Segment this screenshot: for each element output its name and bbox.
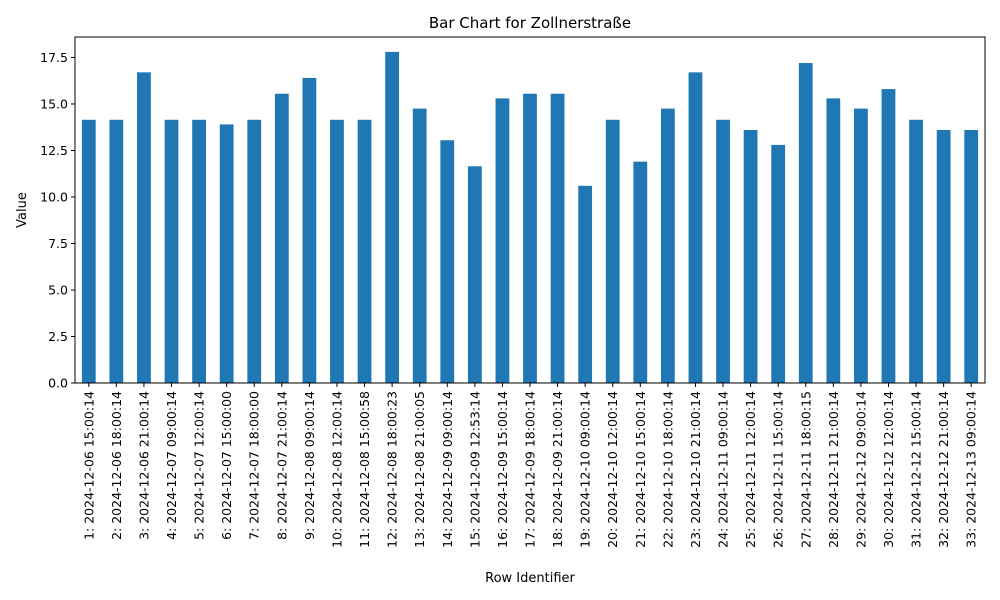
bar (771, 144, 786, 383)
x-tick-label: 22: 2024-12-10 18:00:14 (660, 391, 675, 548)
bar (137, 72, 151, 383)
x-tick-label: 32: 2024-12-12 21:00:14 (936, 391, 951, 548)
x-tick-label: 17: 2024-12-09 18:00:14 (523, 391, 538, 548)
x-tick-label: 10: 2024-12-08 12:00:14 (329, 391, 344, 548)
x-tick-label: 24: 2024-12-11 09:00:14 (716, 391, 731, 548)
bar (605, 119, 620, 383)
x-tick-label: 6: 2024-12-07 15:00:00 (219, 391, 234, 540)
x-tick-label: 26: 2024-12-11 15:00:14 (771, 391, 786, 548)
bar (385, 51, 400, 384)
bar (302, 77, 317, 383)
bar (192, 119, 206, 383)
x-tick-label: 20: 2024-12-10 12:00:14 (605, 391, 620, 548)
x-tick-label: 9: 2024-12-08 09:00:14 (302, 391, 317, 540)
bar (219, 124, 234, 383)
y-tick-label: 10.0 (40, 189, 68, 204)
bars (81, 51, 979, 384)
bar (854, 108, 868, 383)
plot-frame (74, 36, 986, 384)
bar (440, 140, 455, 383)
bar (357, 119, 372, 383)
x-tick-label: 30: 2024-12-12 12:00:14 (881, 391, 896, 548)
y-tick-label: 12.5 (40, 143, 68, 158)
x-tick-label: 11: 2024-12-08 15:00:58 (357, 391, 372, 548)
bar (936, 130, 951, 383)
bar (467, 166, 482, 383)
x-tick-label: 28: 2024-12-11 21:00:14 (826, 391, 841, 548)
bar (716, 119, 730, 383)
y-tick-label: 5.0 (48, 282, 68, 297)
y-tick-label: 2.5 (48, 329, 68, 344)
x-axis-ticks: 1: 2024-12-06 15:00:14 2: 2024-12-06 18:0… (81, 383, 979, 548)
x-tick-label: 15: 2024-12-09 12:53:14 (467, 391, 482, 548)
x-tick-label: 1: 2024-12-06 15:00:14 (81, 391, 96, 540)
x-tick-label: 14: 2024-12-09 09:00:14 (440, 391, 455, 548)
bar (743, 130, 758, 383)
bar (881, 89, 896, 383)
y-axis-ticks: 0.0 2.5 5.0 7.5 10.0 12.5 15.0 17.5 (40, 50, 75, 391)
x-tick-label: 3: 2024-12-06 21:00:14 (136, 391, 151, 540)
y-tick-label: 15.0 (40, 96, 68, 111)
y-tick-label: 0.0 (48, 376, 68, 391)
bar (81, 119, 96, 383)
bar (578, 185, 593, 383)
x-tick-label: 2: 2024-12-06 18:00:14 (109, 391, 124, 540)
bar (412, 108, 427, 383)
x-tick-label: 31: 2024-12-12 15:00:14 (909, 391, 924, 548)
x-tick-label: 4: 2024-12-07 09:00:14 (164, 391, 179, 540)
bar (550, 93, 565, 383)
chart-title: Bar Chart for Zollnerstraße (429, 14, 631, 32)
bar (109, 119, 124, 383)
bar (330, 119, 344, 383)
bar (660, 108, 675, 383)
bar (164, 119, 179, 383)
x-tick-label: 25: 2024-12-11 12:00:14 (743, 391, 758, 548)
x-tick-label: 13: 2024-12-08 21:00:05 (412, 391, 427, 548)
x-axis-title: Row Identifier (485, 571, 575, 586)
bar (798, 63, 813, 384)
bar (909, 119, 923, 383)
x-tick-label: 8: 2024-12-07 21:00:14 (274, 391, 289, 540)
bar (274, 93, 289, 383)
y-tick-label: 17.5 (40, 50, 68, 65)
y-axis-title: Value (15, 192, 30, 228)
x-tick-label: 7: 2024-12-07 18:00:00 (247, 391, 262, 540)
bar (964, 130, 979, 383)
bar (495, 98, 510, 384)
x-tick-label: 29: 2024-12-12 09:00:14 (853, 391, 868, 548)
y-tick-label: 7.5 (48, 236, 68, 251)
x-tick-label: 12: 2024-12-08 18:00:23 (385, 391, 400, 548)
x-tick-label: 5: 2024-12-07 12:00:14 (192, 391, 207, 540)
bar (826, 98, 841, 384)
bar (523, 93, 537, 383)
x-tick-label: 16: 2024-12-09 15:00:14 (495, 391, 510, 548)
x-tick-label: 33: 2024-12-13 09:00:14 (964, 391, 979, 548)
bar (247, 119, 262, 383)
x-tick-label: 27: 2024-12-11 18:00:15 (798, 391, 813, 548)
x-tick-label: 21: 2024-12-10 15:00:14 (633, 391, 648, 548)
x-tick-label: 19: 2024-12-10 09:00:14 (578, 391, 593, 548)
bar (633, 161, 648, 383)
bar (688, 72, 703, 383)
x-tick-label: 23: 2024-12-10 21:00:14 (688, 391, 703, 548)
x-tick-label: 18: 2024-12-09 21:00:14 (550, 391, 565, 548)
